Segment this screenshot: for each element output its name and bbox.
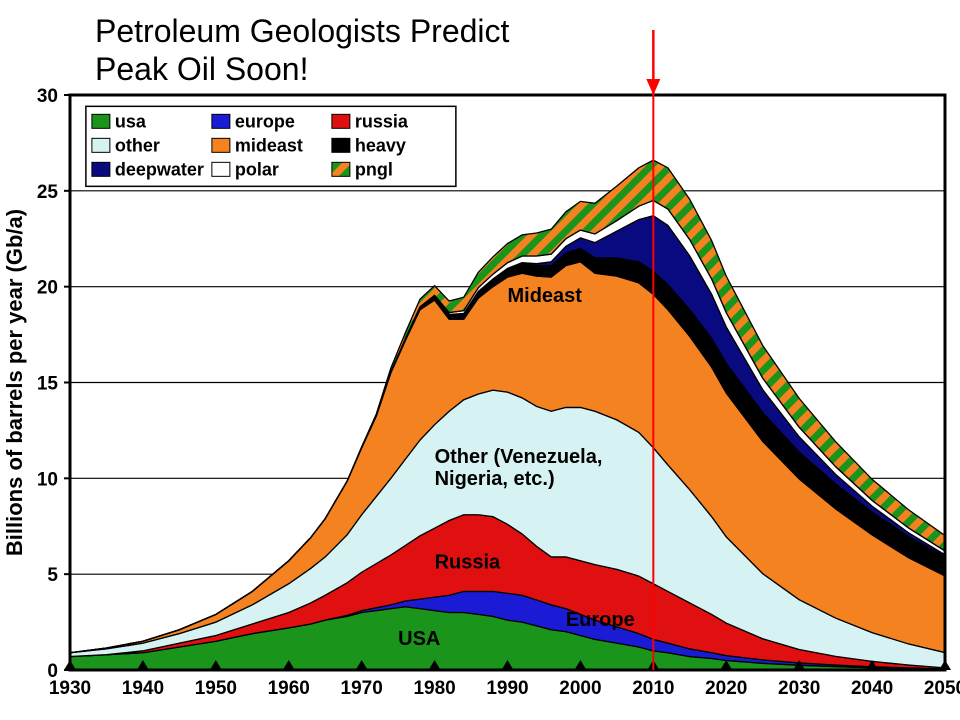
legend-label-mideast: mideast bbox=[235, 135, 303, 155]
y-tick-label: 5 bbox=[47, 565, 58, 586]
legend-swatch-heavy bbox=[332, 138, 350, 152]
y-tick-label: 10 bbox=[37, 469, 58, 490]
x-tick-label: 2000 bbox=[559, 678, 601, 699]
y-axis-label: Billions of barrels per year (Gb/a) bbox=[2, 209, 27, 556]
x-tick-label: 2050 bbox=[924, 678, 960, 699]
area-label-europe: Europe bbox=[566, 609, 635, 631]
y-tick-label: 20 bbox=[37, 278, 58, 299]
legend-label-europe: europe bbox=[235, 111, 295, 131]
y-tick-label: 30 bbox=[37, 86, 58, 107]
x-tick-label: 1980 bbox=[413, 678, 455, 699]
area-label-other: Other (Venezuela, bbox=[435, 446, 603, 468]
x-tick-label: 1960 bbox=[268, 678, 310, 699]
peak-arrow-head bbox=[646, 79, 660, 95]
legend-swatch-russia bbox=[332, 114, 350, 128]
area-label-usa: USA bbox=[398, 628, 440, 650]
legend-swatch-other bbox=[92, 138, 110, 152]
area-label-mideast: Mideast bbox=[508, 285, 583, 307]
x-tick-label: 1990 bbox=[486, 678, 528, 699]
legend-label-heavy: heavy bbox=[355, 135, 406, 155]
x-tick-label: 2030 bbox=[778, 678, 820, 699]
x-tick-label: 1940 bbox=[122, 678, 164, 699]
area-label-other: Nigeria, etc.) bbox=[435, 468, 555, 490]
x-tick-label: 1970 bbox=[341, 678, 383, 699]
x-tick-label: 2020 bbox=[705, 678, 747, 699]
y-tick-label: 0 bbox=[47, 661, 58, 682]
y-tick-label: 25 bbox=[37, 182, 59, 203]
legend-label-other: other bbox=[115, 135, 160, 155]
legend-label-deepwater: deepwater bbox=[115, 159, 204, 179]
legend-label-polar: polar bbox=[235, 159, 279, 179]
legend-swatch-polar bbox=[212, 162, 230, 176]
legend-label-russia: russia bbox=[355, 111, 409, 131]
y-tick-label: 15 bbox=[37, 374, 59, 395]
legend-label-usa: usa bbox=[115, 111, 147, 131]
legend-label-pngl: pngl bbox=[355, 159, 393, 179]
legend-swatch-pngl bbox=[332, 162, 350, 176]
x-tick-label: 2010 bbox=[632, 678, 674, 699]
peak-oil-chart: 1930194019501960197019801990200020102020… bbox=[0, 0, 960, 720]
chart-title-line1: Petroleum Geologists Predict bbox=[95, 13, 510, 49]
legend-swatch-deepwater bbox=[92, 162, 110, 176]
area-label-russia: Russia bbox=[435, 551, 501, 573]
legend-swatch-europe bbox=[212, 114, 230, 128]
chart-title-line2: Peak Oil Soon! bbox=[95, 51, 308, 87]
legend-swatch-usa bbox=[92, 114, 110, 128]
x-tick-label: 1950 bbox=[195, 678, 237, 699]
x-tick-label: 2040 bbox=[851, 678, 893, 699]
legend-swatch-mideast bbox=[212, 138, 230, 152]
